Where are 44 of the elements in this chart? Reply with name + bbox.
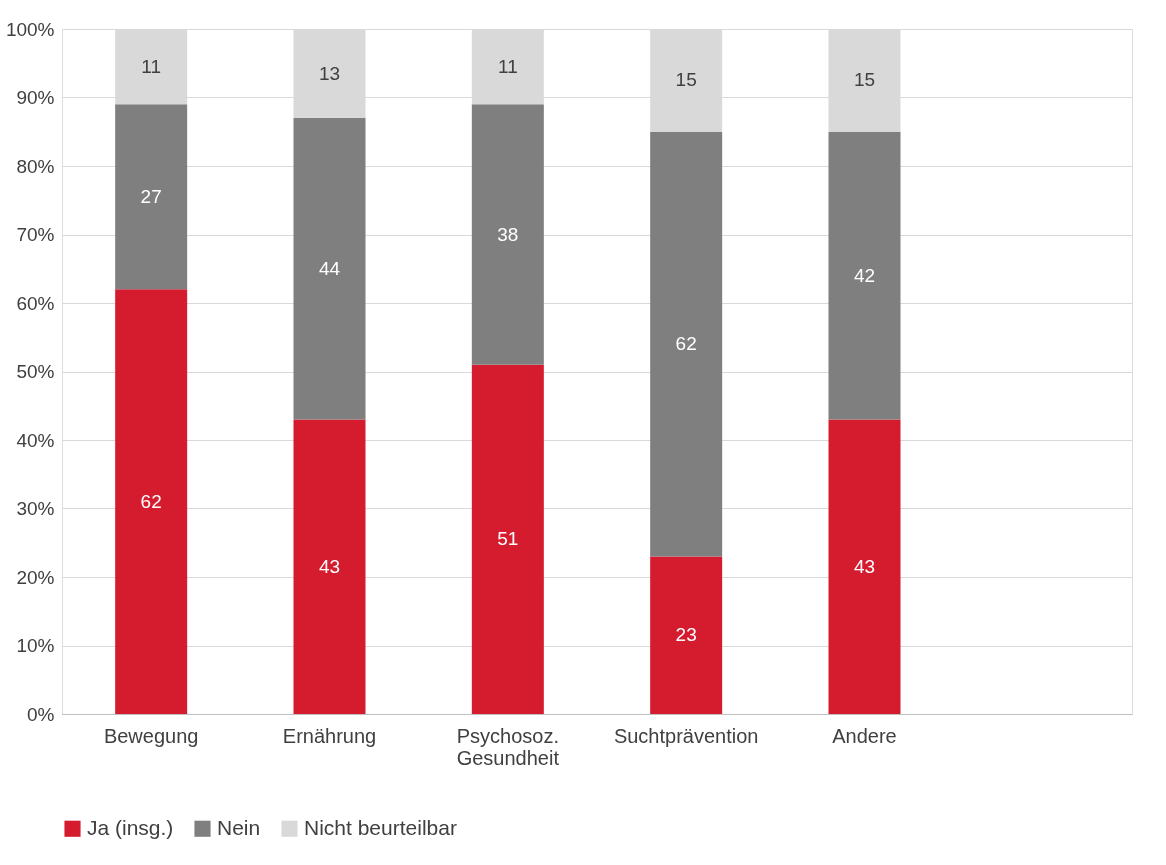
data-label: 42: [853, 264, 876, 286]
data-label: 62: [140, 490, 162, 512]
y-tick-label: 10%: [16, 635, 55, 656]
bar: [293, 118, 366, 420]
bar: [828, 131, 901, 420]
legend-label: Nicht beurteilbar: [304, 815, 457, 839]
data-label: 27: [140, 185, 162, 207]
data-label: 15: [853, 69, 876, 91]
data-label: 13: [318, 62, 341, 84]
bar: [471, 104, 544, 365]
bar: [115, 289, 188, 714]
bar: [650, 556, 723, 714]
y-tick-label: 20%: [16, 566, 55, 588]
x-tick-label: Ernährung: [282, 724, 377, 747]
x-tick-label: Psychosoz. Gesundheit: [456, 724, 560, 769]
data-label: 38: [497, 223, 519, 245]
legend-label: Ja (insg.): [87, 815, 174, 839]
x-tick-label: Bewegung: [103, 724, 199, 747]
y-tick-label: 100%: [5, 18, 55, 40]
y-tick-label: 30%: [16, 498, 55, 519]
y-tick-label: 40%: [16, 429, 55, 451]
bar: [828, 419, 901, 714]
data-label: 11: [497, 55, 518, 77]
data-label: 43: [318, 555, 341, 577]
bar: [471, 364, 544, 714]
y-tick-label: 90%: [16, 87, 55, 108]
data-label: 11: [141, 55, 162, 77]
y-tick-label: 60%: [16, 292, 55, 314]
bar: [650, 131, 723, 557]
y-tick-label: 0%: [27, 703, 55, 725]
bar: [293, 419, 366, 714]
data-label: 43: [853, 555, 876, 577]
bar: [115, 104, 188, 290]
data-label: 62: [675, 333, 697, 355]
data-label: 51: [497, 528, 519, 550]
data-label: 23: [675, 624, 697, 646]
x-tick-label: Andere: [832, 724, 897, 747]
x-tick-label: Suchtprävention: [613, 724, 759, 747]
legend-label: Nein: [217, 815, 261, 839]
y-tick-label: 70%: [16, 224, 55, 245]
data-label: 44: [318, 257, 341, 279]
y-tick-label: 50%: [16, 361, 55, 382]
data-label: 15: [675, 69, 697, 91]
y-tick-label: 80%: [16, 155, 55, 177]
